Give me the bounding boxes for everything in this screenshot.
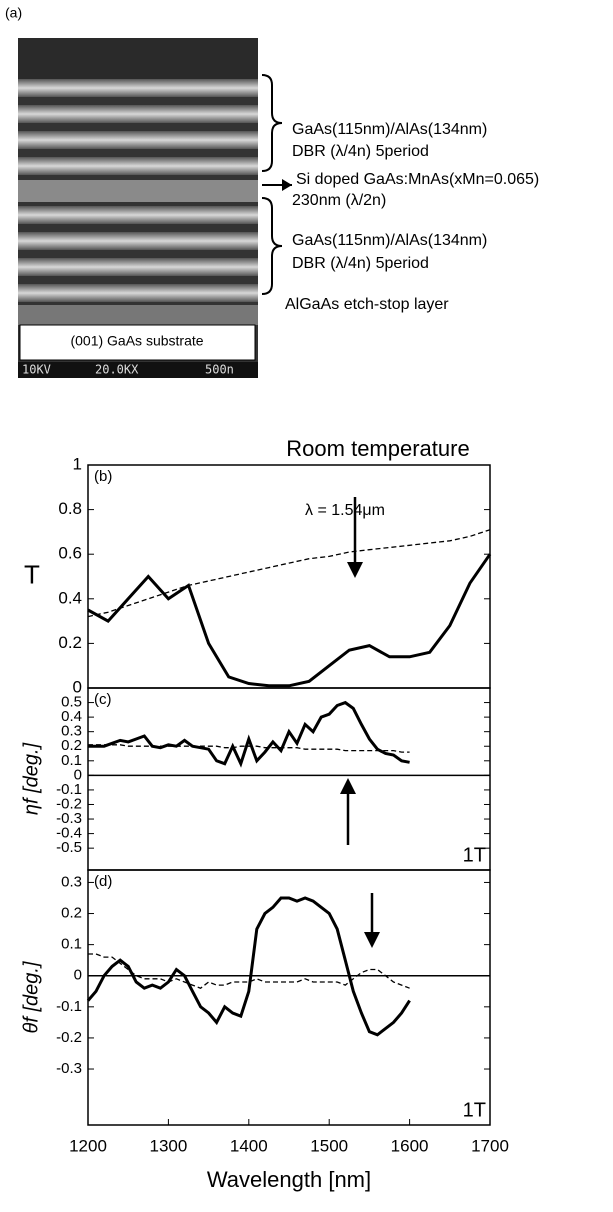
annotation: Si doped GaAs:MnAs(xMn=0.065) [296, 171, 539, 188]
sem-layer [18, 157, 258, 175]
y-tick-label: 0.2 [61, 737, 82, 754]
y-tick-label: 0.6 [58, 544, 82, 563]
x-tick-label: 1200 [69, 1136, 107, 1155]
y-tick-label: 1 [73, 454, 82, 473]
sem-layer [18, 180, 258, 202]
y-tick-label: -0.3 [56, 1060, 82, 1077]
sem-info-bar [18, 362, 258, 378]
annotation: GaAs(115nm)/AlAs(134nm) [292, 121, 487, 138]
arrow-head [282, 179, 292, 191]
annotation: DBR (λ/4n) 5period [292, 143, 429, 160]
annotation: 1T [463, 844, 486, 866]
panel-label: (d) [94, 873, 112, 890]
sem-info: 10KV [22, 363, 51, 377]
y-tick-label: -0.4 [56, 825, 82, 842]
annotation: AlGaAs etch-stop layer [285, 296, 449, 313]
x-axis-label: Wavelength [nm] [207, 1167, 371, 1192]
annotation: GaAs(115nm)/AlAs(134nm) [292, 232, 487, 249]
plot-frame [87, 869, 491, 1126]
y-tick-label: -0.1 [56, 781, 82, 798]
sem-layer [18, 258, 258, 276]
y-tick-label: -0.2 [56, 1029, 82, 1046]
substrate-label: (001) GaAs substrate [70, 333, 203, 349]
x-tick-label: 1500 [310, 1136, 348, 1155]
y-axis-label: T [24, 559, 40, 589]
series-line [86, 896, 411, 1037]
y-tick-label: 0.8 [58, 499, 82, 518]
sem-layer [18, 206, 258, 224]
annotation: λ = 1.54μm [305, 502, 385, 519]
panel-label: (a) [5, 5, 22, 21]
sem-layer [18, 284, 258, 302]
y-tick-label: 0.4 [58, 588, 82, 607]
y-tick-label: 0.1 [61, 936, 82, 953]
sem-layer [18, 305, 258, 325]
y-tick-label: 0 [74, 766, 82, 783]
x-tick-label: 1600 [391, 1136, 429, 1155]
y-tick-label: 0.1 [61, 752, 82, 769]
chart-title: Room temperature [286, 436, 469, 461]
sem-top [18, 38, 258, 80]
brace [261, 197, 283, 295]
series-line [88, 953, 410, 989]
series-line [87, 529, 491, 618]
annotation: 230nm (λ/2n) [292, 192, 386, 209]
sem-layer [18, 131, 258, 149]
series-line [87, 553, 492, 688]
arrow-head [364, 932, 380, 948]
y-axis-label: θf [deg.] [20, 961, 42, 1033]
y-tick-label: 0.2 [61, 905, 82, 922]
series-line [88, 744, 410, 753]
substrate-box [19, 324, 256, 361]
plot-frame [87, 687, 491, 871]
y-tick-label: 0.2 [58, 633, 82, 652]
brace [261, 74, 283, 172]
y-tick-label: -0.3 [56, 810, 82, 827]
y-tick-label: 0 [74, 967, 82, 984]
y-tick-label: 0 [73, 677, 82, 696]
y-tick-label: -0.2 [56, 795, 82, 812]
annotation: DBR (λ/4n) 5period [292, 255, 429, 272]
sem-info: 20.0KX [95, 363, 139, 377]
sem-info: 500n [205, 363, 234, 377]
series-line [88, 700, 410, 768]
x-tick-label: 1700 [471, 1136, 509, 1155]
y-tick-label: 0.3 [61, 873, 82, 890]
annotation: 1T [463, 1099, 486, 1121]
y-tick-label: 0.4 [61, 708, 82, 725]
y-axis-label: ηf [deg.] [20, 742, 42, 815]
y-tick-label: 0.5 [61, 694, 82, 711]
x-tick-label: 1400 [230, 1136, 268, 1155]
arrow-head [340, 778, 356, 794]
arrow-head [347, 562, 363, 578]
sem-layer [18, 79, 258, 97]
sem-layer [18, 105, 258, 123]
panel-label: (b) [94, 468, 112, 485]
y-tick-label: -0.1 [56, 998, 82, 1015]
panel-label: (c) [94, 691, 112, 708]
x-tick-label: 1300 [149, 1136, 187, 1155]
sem-layers [18, 79, 258, 325]
sem-layer [18, 232, 258, 250]
y-tick-label: 0.3 [61, 723, 82, 740]
y-tick-label: -0.5 [56, 839, 82, 856]
